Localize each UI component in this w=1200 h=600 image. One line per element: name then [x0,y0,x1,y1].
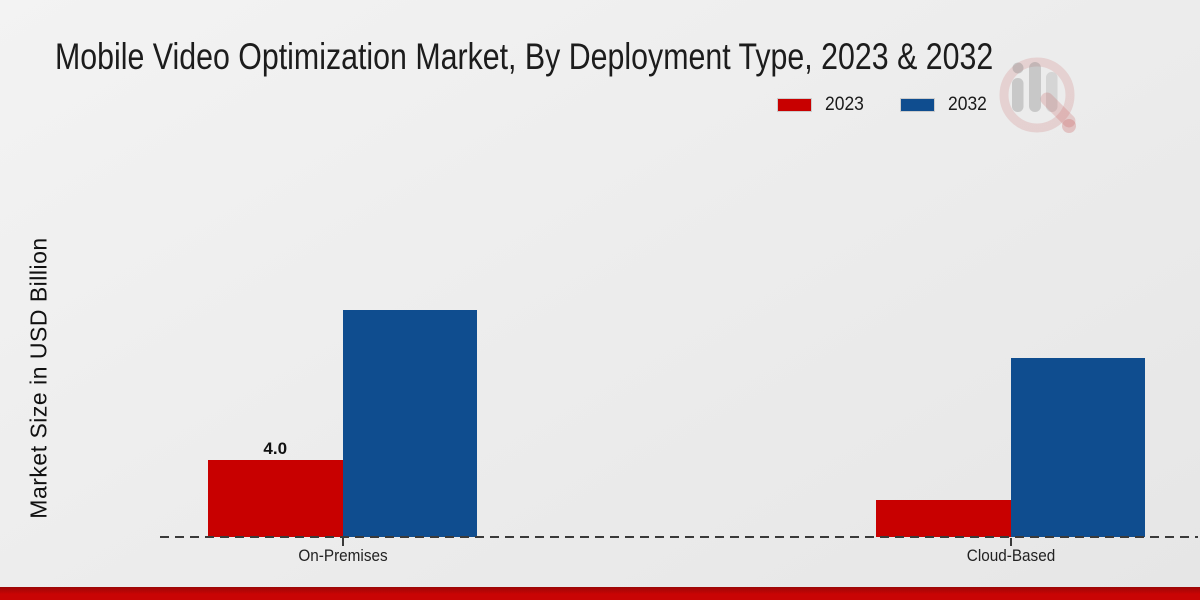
bar-2023-on-premises [208,460,343,537]
bar-value-label-2023-on-premises: 4.0 [263,439,288,458]
x-axis-baseline [160,536,1198,538]
bar-2023-cloud-based [876,500,1011,537]
category-label-on-premises: On-Premises [297,546,388,565]
category-label-cloud-based: Cloud-Based [966,546,1055,565]
legend-item-2032: 2032 [900,94,990,116]
legend-label-2032: 2032 [948,94,988,115]
legend-swatch-2032 [900,98,936,112]
bar-2032-on-premises [342,309,477,537]
legend-label-2023: 2023 [825,94,864,115]
axis-tick-on-premises [341,538,344,546]
y-axis-label: Market Size in USD Billion [25,237,52,519]
legend-swatch-2023 [777,98,812,112]
chart-title: Mobile Video Optimization Market, By Dep… [55,36,994,77]
legend-item-2023: 2023 [777,94,867,116]
brand-logo-watermark [999,57,1076,133]
legend: 2023 2032 [777,94,991,116]
footer-accent-bar [0,587,1200,600]
axis-tick-cloud-based [1009,538,1012,546]
bar-2032-cloud-based [1010,357,1145,537]
